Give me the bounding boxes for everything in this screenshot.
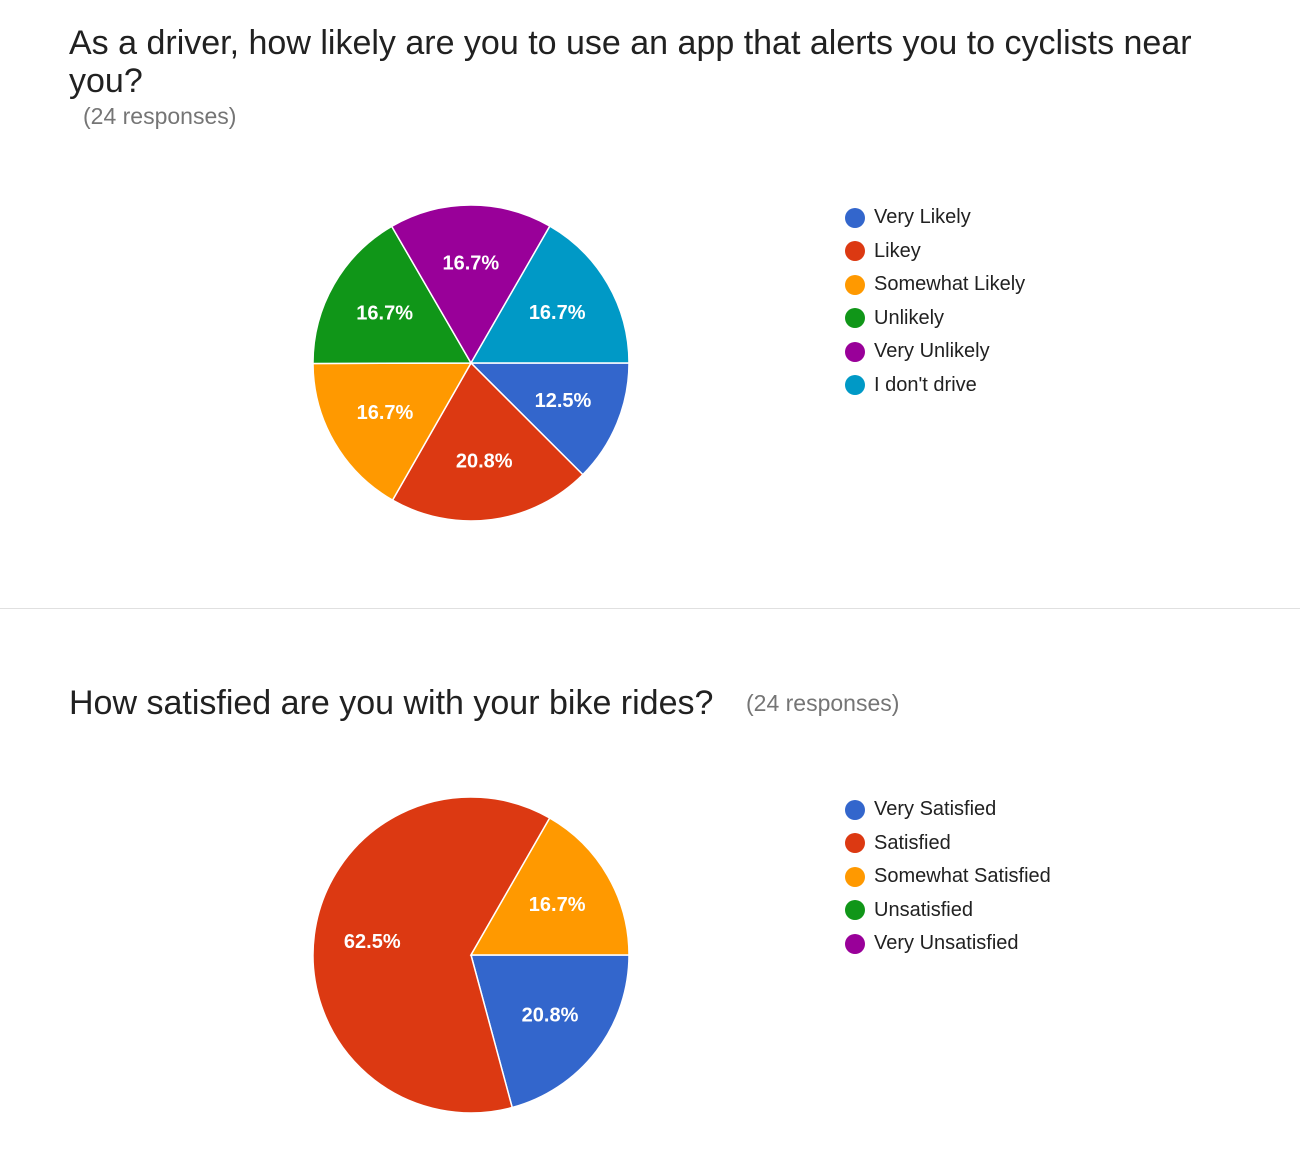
q1-slice-label-i-don-t-drive: 16.7% bbox=[529, 302, 586, 324]
q2-slice-very-satisfied bbox=[470, 954, 630, 1109]
q2-legend-item-very-unsatisfied: Very Unsatisfied bbox=[845, 927, 1051, 961]
question-1-response-count: (24 responses) bbox=[83, 103, 237, 129]
q2-legend-label-satisfied: Satisfied bbox=[874, 831, 951, 854]
q1-legend-item-very-unlikely: Very Unlikely bbox=[845, 335, 1025, 369]
q1-legend-swatch-unlikely bbox=[845, 308, 865, 329]
question-1-title: As a driver, how likely are you to use a… bbox=[69, 24, 1192, 100]
q1-legend-item-very-likely: Very Likely bbox=[845, 201, 1025, 235]
q2-legend-item-very-satisfied: Very Satisfied bbox=[845, 793, 1051, 827]
q2-slice-label-very-satisfied: 20.8% bbox=[522, 1005, 579, 1027]
q1-legend-item-likey: Likey bbox=[845, 235, 1025, 269]
q1-slice-somewhat-likely bbox=[312, 362, 473, 502]
q2-legend-swatch-very-satisfied bbox=[845, 799, 865, 820]
q1-legend-swatch-somewhat-likely bbox=[845, 274, 865, 295]
question-2-legend: Very Satisfied Satisfied Somewhat Satisfie… bbox=[845, 793, 1051, 961]
q1-legend-swatch-very-unlikely bbox=[845, 341, 865, 362]
question-1-legend: Very Likely Likey Somewhat Likely Unlikely V… bbox=[845, 201, 1025, 402]
q1-slice-label-somewhat-likely: 16.7% bbox=[357, 402, 414, 424]
q1-legend-label-unlikely: Unlikely bbox=[874, 306, 945, 329]
q1-legend-item-somewhat-likely: Somewhat Likely bbox=[845, 268, 1025, 302]
q2-slice-somewhat-satisfied bbox=[469, 816, 630, 956]
q1-legend-swatch-likey bbox=[845, 241, 865, 262]
q2-slice-label-somewhat-satisfied: 16.7% bbox=[529, 894, 586, 916]
q1-legend-swatch-very-likely bbox=[845, 207, 865, 228]
q1-legend-item-i-don-t-drive: I don't drive bbox=[845, 369, 1025, 403]
q2-legend-item-somewhat-satisfied: Somewhat Satisfied bbox=[845, 860, 1051, 894]
q2-legend-swatch-satisfied bbox=[845, 833, 865, 854]
question-2-response-count: (24 responses) bbox=[746, 690, 900, 716]
q2-legend-label-somewhat-satisfied: Somewhat Satisfied bbox=[874, 865, 1051, 888]
q2-legend-label-unsatisfied: Unsatisfied bbox=[874, 898, 973, 921]
q2-legend-swatch-unsatisfied bbox=[845, 900, 865, 921]
q2-legend-label-very-unsatisfied: Very Unsatisfied bbox=[874, 932, 1019, 955]
question-2-title-text: How satisfied are you with your bike rid… bbox=[69, 684, 714, 722]
q1-slice-label-unlikely: 16.7% bbox=[356, 302, 413, 324]
q2-legend-label-very-satisfied: Very Satisfied bbox=[874, 798, 997, 821]
q1-slice-label-very-unlikely: 16.7% bbox=[442, 252, 499, 274]
q1-legend-label-likey: Likey bbox=[874, 239, 921, 262]
q1-slice-likey bbox=[391, 361, 584, 522]
q1-slice-i-don-t-drive bbox=[469, 225, 630, 364]
q1-slice-very-likely bbox=[469, 362, 630, 476]
q1-legend-label-somewhat-likely: Somewhat Likely bbox=[874, 273, 1026, 296]
q1-legend-label-i-don-t-drive: I don't drive bbox=[874, 373, 977, 396]
question-2-title: How satisfied are you with your bike rid… bbox=[69, 684, 713, 722]
q2-legend-item-unsatisfied: Unsatisfied bbox=[845, 894, 1051, 928]
q1-legend-swatch-i-don-t-drive bbox=[845, 375, 865, 396]
q2-legend-item-satisfied: Satisfied bbox=[845, 827, 1051, 861]
q1-legend-label-very-unlikely: Very Unlikely bbox=[874, 340, 990, 363]
q2-slice-satisfied bbox=[312, 796, 551, 1114]
q1-slice-label-very-likely: 12.5% bbox=[535, 390, 592, 412]
q2-legend-swatch-very-unsatisfied bbox=[845, 933, 865, 954]
q2-slice-label-satisfied: 62.5% bbox=[344, 931, 401, 953]
q2-legend-swatch-somewhat-satisfied bbox=[845, 866, 865, 887]
q1-slice-unlikely bbox=[312, 225, 473, 365]
q1-slice-very-unlikely bbox=[390, 204, 551, 365]
q1-slice-label-likey: 20.8% bbox=[456, 451, 513, 473]
section-divider bbox=[0, 608, 1300, 609]
q1-legend-label-very-likely: Very Likely bbox=[874, 206, 971, 229]
q1-legend-item-unlikely: Unlikely bbox=[845, 302, 1025, 336]
